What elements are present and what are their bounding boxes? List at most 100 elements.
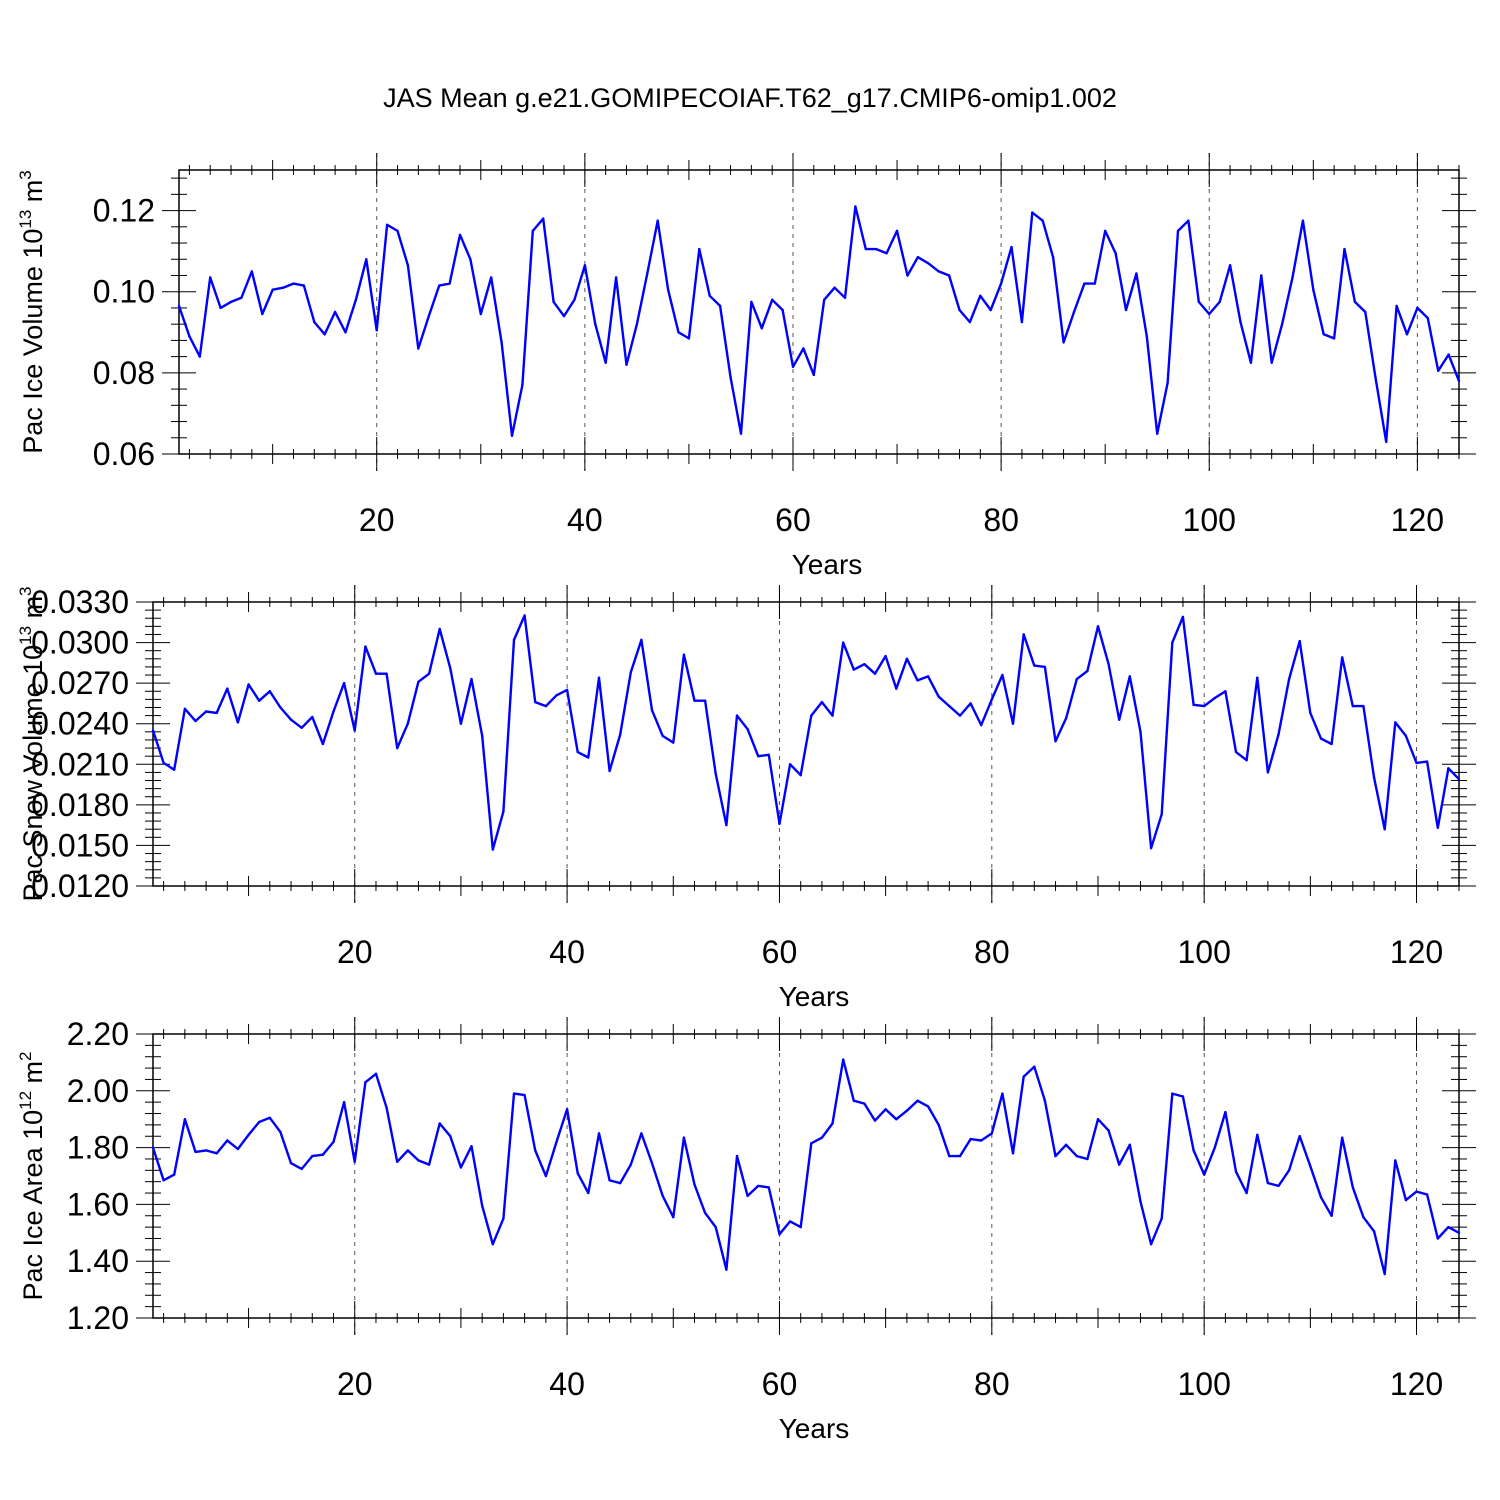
panel-1: 20 40 60 80 100 120 Years 0.06 0.08 0.10 0.12 Pac I…: [16, 153, 1476, 580]
data-point: [948, 1154, 951, 1158]
data-point: [512, 638, 516, 642]
data-point: [693, 699, 696, 702]
data-point: [374, 1072, 378, 1076]
data-point: [1437, 369, 1440, 372]
y-axis-label-exponent: 13: [16, 626, 35, 645]
data-point: [905, 1109, 909, 1112]
data-point: [969, 702, 972, 705]
x-tick-label: 60: [762, 1366, 798, 1402]
data-point: [1114, 252, 1117, 255]
y-axis-label-unit-exponent: 2: [16, 1051, 35, 1060]
data-point: [469, 258, 472, 261]
data-point: [1166, 381, 1169, 385]
data-point: [820, 700, 824, 704]
data-point: [1171, 641, 1174, 644]
data-point: [1118, 1163, 1121, 1166]
data-point: [833, 286, 836, 289]
data-point: [594, 323, 597, 326]
data-point: [396, 229, 399, 233]
data-point: [502, 810, 505, 813]
y-tick-label: 0.0210: [31, 746, 129, 782]
data-point: [1291, 276, 1294, 279]
data-point: [1298, 1135, 1301, 1138]
data-point: [1425, 1193, 1429, 1196]
data-point: [1149, 1243, 1153, 1246]
x-axis-label: Years: [779, 1413, 850, 1444]
data-point: [1309, 711, 1312, 715]
data-point: [760, 327, 763, 330]
data-point: [1287, 677, 1291, 681]
series-line-2: [151, 614, 1460, 851]
data-point: [937, 270, 940, 273]
data-point: [1343, 247, 1346, 251]
data-point: [831, 714, 834, 717]
data-point: [279, 706, 282, 709]
data-point: [1051, 256, 1055, 259]
data-point: [385, 672, 388, 675]
x-axis-label: Years: [792, 549, 863, 580]
data-point: [1425, 760, 1429, 763]
data-point: [417, 680, 420, 683]
data-point: [226, 1139, 229, 1142]
data-point: [852, 1099, 855, 1102]
data-point: [831, 1122, 834, 1125]
data-point: [209, 276, 212, 279]
y-axis-label-exponent: 12: [16, 1091, 35, 1110]
data-point: [302, 284, 306, 287]
data-point: [236, 721, 240, 724]
data-point: [1447, 1225, 1450, 1229]
data-point: [682, 1136, 686, 1139]
data-point: [162, 1179, 165, 1182]
data-point: [1197, 300, 1201, 304]
data-point: [321, 742, 325, 746]
data-point: [1395, 304, 1398, 308]
data-point: [544, 1174, 548, 1178]
data-point: [1301, 219, 1305, 222]
data-point: [510, 434, 514, 437]
y-axis-label-unit-exponent: 3: [16, 586, 35, 595]
data-point: [1033, 664, 1036, 667]
data-point: [604, 361, 607, 364]
data-point: [823, 298, 826, 301]
data-point: [576, 750, 579, 754]
data-point: [427, 1163, 431, 1166]
data-point: [1187, 219, 1190, 222]
x-tick-label: 40: [549, 1366, 585, 1402]
data-point: [573, 298, 576, 301]
data-point: [542, 217, 545, 220]
data-point: [820, 1136, 824, 1139]
data-point: [459, 722, 463, 725]
x-tick-label: 80: [974, 1366, 1010, 1402]
data-point: [714, 1225, 717, 1229]
data-point: [311, 715, 314, 719]
data-point: [354, 298, 358, 301]
data-point: [608, 1179, 611, 1182]
data-point: [1277, 733, 1280, 736]
data-point: [188, 335, 191, 338]
data-point: [905, 657, 909, 660]
data-point: [1086, 669, 1089, 673]
data-point: [1160, 813, 1163, 816]
data-point: [353, 1160, 356, 1164]
y-axis-label-unit: m: [18, 596, 48, 626]
data-point: [1260, 274, 1263, 277]
data-point: [587, 1191, 590, 1195]
data-point: [555, 1140, 558, 1144]
data-point: [863, 1102, 866, 1105]
data-point: [1256, 676, 1259, 679]
data-point: [714, 772, 717, 775]
data-point: [788, 1220, 792, 1223]
data-point: [313, 320, 316, 324]
data-point: [916, 679, 919, 682]
data-point: [1096, 1118, 1100, 1121]
data-point: [353, 729, 356, 732]
data-point: [990, 698, 993, 701]
data-point: [1171, 1092, 1174, 1095]
data-point: [1372, 776, 1376, 779]
data-point: [1322, 333, 1325, 336]
data-point: [417, 1159, 420, 1162]
data-point: [491, 1243, 494, 1246]
data-point: [646, 272, 649, 275]
data-point: [198, 355, 201, 358]
data-point: [1372, 1230, 1376, 1233]
